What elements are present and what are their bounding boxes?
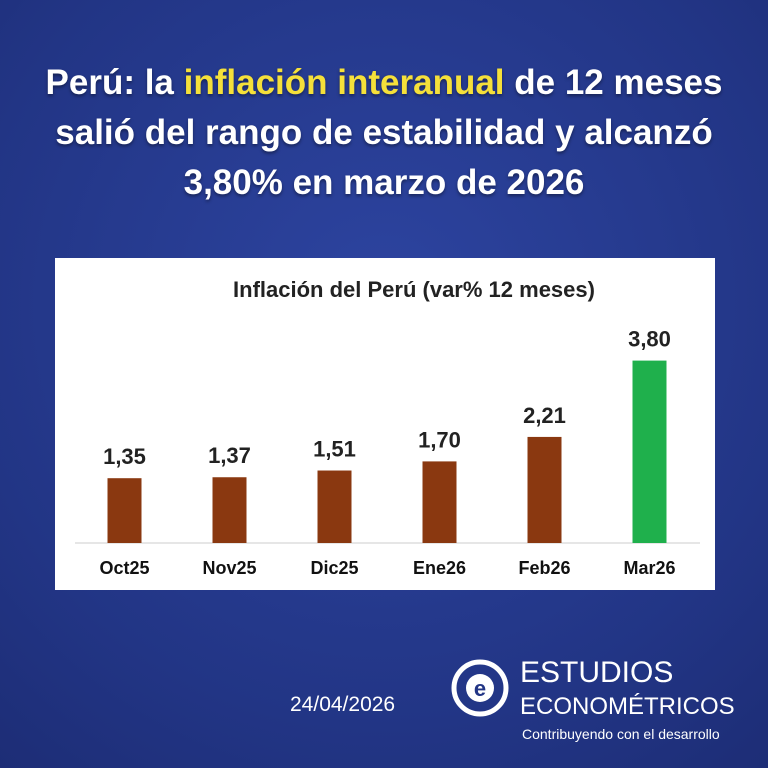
value-label: 1,35: [103, 444, 146, 469]
value-label: 2,21: [523, 403, 566, 428]
x-tick-label: Feb26: [518, 558, 570, 578]
chart-title: Inflación del Perú (var% 12 meses): [233, 277, 595, 302]
x-tick-label: Mar26: [623, 558, 675, 578]
x-tick-label: Dic25: [310, 558, 358, 578]
headline-part: Perú: la: [45, 63, 174, 102]
logo-core: [466, 674, 494, 702]
x-tick-label: Nov25: [202, 558, 256, 578]
x-tick-label: Oct25: [99, 558, 149, 578]
bar: [212, 477, 247, 543]
logo-letter: e: [474, 676, 486, 701]
brand-line: ECONOMÉTRICOS: [520, 693, 735, 720]
logo-ring: [451, 659, 509, 717]
tagline: Contribuyendo con el desarrollo: [522, 726, 720, 742]
value-label: 1,37: [208, 443, 251, 468]
headline-highlight: inflación interanual: [183, 63, 505, 102]
bar: [632, 360, 667, 543]
value-label: 1,51: [313, 437, 356, 462]
value-label: 1,70: [418, 427, 461, 452]
brand-line: ESTUDIOS: [520, 656, 673, 689]
bar: [317, 470, 352, 543]
bar: [107, 478, 142, 543]
bar: [422, 461, 457, 543]
headline-part: de 12 meses salió del rango de estabilid…: [55, 63, 723, 202]
headline: Perú: la inflación interanual de 12 mese…: [20, 58, 748, 208]
value-label: 3,80: [628, 327, 671, 352]
x-tick-label: Ene26: [413, 558, 466, 578]
date: 24/04/2026: [290, 693, 395, 716]
chart-card: [55, 258, 715, 590]
bar: [527, 436, 562, 543]
